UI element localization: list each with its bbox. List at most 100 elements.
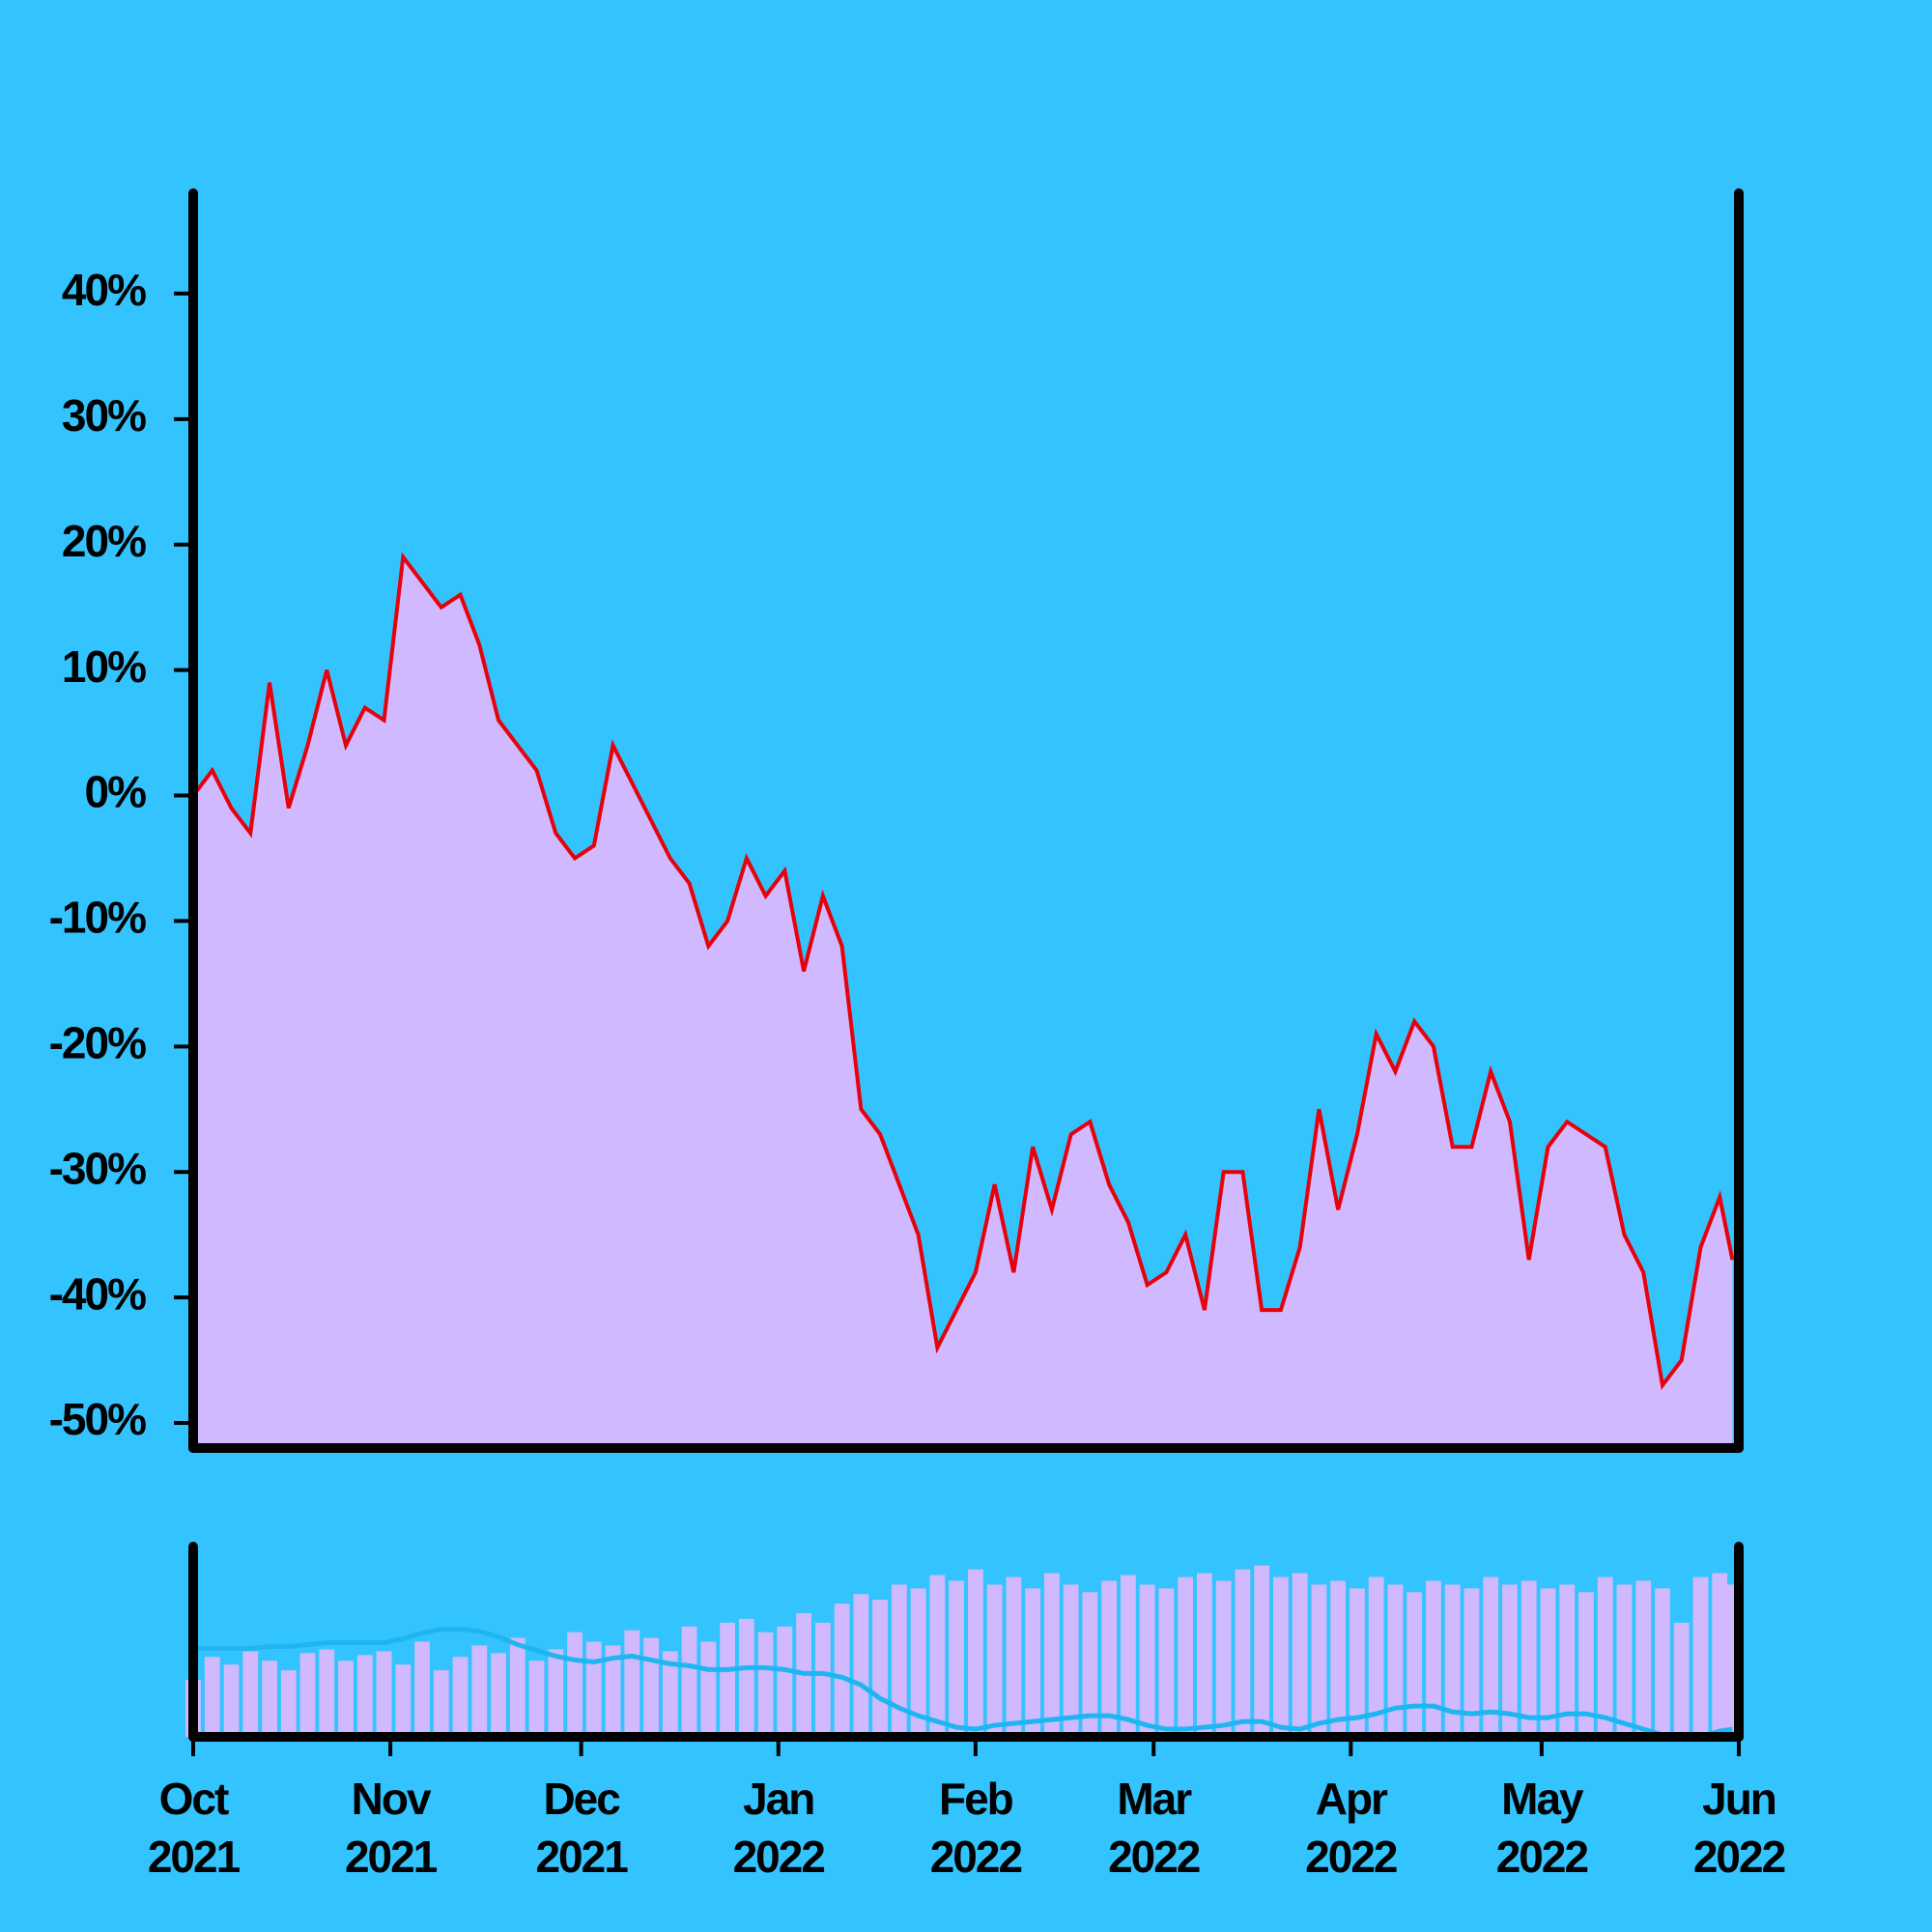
- y-tick-label: 30%: [62, 390, 146, 440]
- x-tick-label: Jun: [1702, 1774, 1776, 1824]
- volume-bar: [1673, 1622, 1690, 1737]
- x-tick-label: 2022: [930, 1832, 1022, 1882]
- moving-average: [193, 1627, 1733, 1737]
- volume-bar: [414, 1641, 430, 1737]
- x-tick-label: Apr: [1316, 1774, 1388, 1824]
- x-tick-label: 2021: [535, 1832, 628, 1882]
- volume-bar: [1139, 1584, 1155, 1737]
- volume-bar: [1463, 1588, 1480, 1737]
- volume-bar: [700, 1641, 717, 1737]
- volume-bar: [1578, 1592, 1594, 1737]
- volume-bar: [853, 1594, 869, 1737]
- volume-bar: [643, 1637, 659, 1737]
- volume-bar: [910, 1588, 926, 1737]
- volume-bar: [376, 1651, 392, 1737]
- volume-bar: [1540, 1588, 1556, 1737]
- volume-bar: [299, 1653, 316, 1737]
- volume-bar: [1311, 1584, 1327, 1737]
- y-tick-label: 0%: [85, 767, 147, 817]
- y-tick-label: -10%: [49, 893, 146, 943]
- y-tick-label: -30%: [49, 1143, 146, 1193]
- x-tick-label: 2022: [1108, 1832, 1200, 1882]
- volume-bar: [395, 1664, 412, 1737]
- volume-bar: [1350, 1588, 1365, 1737]
- volume-bar: [1712, 1573, 1728, 1737]
- x-tick-label: Oct: [159, 1774, 229, 1824]
- volume-bar: [1158, 1588, 1175, 1737]
- x-tick-label: Nov: [352, 1774, 432, 1824]
- volume-bar: [356, 1655, 373, 1737]
- x-tick-label: 2021: [345, 1832, 438, 1882]
- volume-bar: [528, 1661, 545, 1737]
- volume-bar: [1025, 1588, 1041, 1737]
- volume-bar: [949, 1580, 965, 1737]
- volume-bar: [452, 1657, 469, 1737]
- volume-bar: [738, 1618, 754, 1737]
- y-tick-label: -40%: [49, 1268, 146, 1319]
- volume-bar: [1273, 1577, 1289, 1737]
- x-tick-label: May: [1501, 1774, 1584, 1824]
- volume-bar: [1616, 1584, 1633, 1737]
- volume-bar: [1502, 1584, 1518, 1737]
- volume-bar: [1520, 1580, 1537, 1737]
- volume-bar: [1597, 1577, 1613, 1737]
- x-tick-label: Mar: [1117, 1774, 1192, 1824]
- volume-bar: [262, 1661, 277, 1737]
- volume-bar: [491, 1653, 506, 1737]
- volume-bar: [1082, 1592, 1098, 1737]
- volume-bar: [605, 1645, 621, 1737]
- volume-bar: [1444, 1584, 1461, 1737]
- volume-bar: [986, 1584, 1003, 1737]
- volume-bar: [280, 1670, 297, 1737]
- volume-bar: [967, 1569, 983, 1737]
- volume-bar: [777, 1626, 793, 1737]
- volume-bar: [662, 1651, 678, 1737]
- x-tick-label: 2022: [1305, 1832, 1397, 1882]
- volume-bar: [1101, 1580, 1118, 1737]
- volume-bar: [567, 1632, 582, 1737]
- volume-bar: [585, 1641, 602, 1737]
- x-tick-label: 2022: [1496, 1832, 1588, 1882]
- volume-bar: [242, 1651, 259, 1737]
- y-tick-label: -50%: [49, 1394, 146, 1444]
- y-tick-label: -20%: [49, 1017, 146, 1067]
- volume-bar: [548, 1649, 564, 1737]
- line: [191, 552, 1735, 1390]
- x-tick-label: 2022: [1693, 1832, 1785, 1882]
- volume-bar: [1215, 1580, 1232, 1737]
- volume-bar: [1559, 1584, 1576, 1737]
- volume-bar: [1254, 1565, 1270, 1737]
- volume-bar: [891, 1584, 907, 1737]
- volume-bar: [1387, 1584, 1404, 1737]
- x-tick-label: 2021: [148, 1832, 241, 1882]
- volume-bar: [1043, 1573, 1060, 1737]
- volume-bar: [1063, 1584, 1079, 1737]
- volume-bar: [338, 1661, 354, 1737]
- volume-bar: [204, 1657, 220, 1737]
- volume-bar: [1406, 1592, 1423, 1737]
- volume-bar: [720, 1622, 735, 1737]
- volume-bar: [757, 1632, 774, 1737]
- volume-bar: [471, 1645, 488, 1737]
- volume-bar: [681, 1626, 697, 1737]
- volume-bar: [814, 1622, 831, 1737]
- volume-bar: [1197, 1573, 1212, 1737]
- volume-bar: [1368, 1577, 1384, 1737]
- volume-bar: [1292, 1573, 1308, 1737]
- x-tick-label: Jan: [743, 1774, 813, 1824]
- volume-bar: [1235, 1569, 1251, 1737]
- volume-bar: [1635, 1580, 1652, 1737]
- y-tick-label: 20%: [62, 516, 146, 566]
- volume-bar: [1178, 1577, 1194, 1737]
- y-tick-label: 40%: [62, 265, 146, 315]
- volume-bar: [624, 1630, 640, 1737]
- volume-bar: [1692, 1577, 1709, 1737]
- x-tick-label: Feb: [939, 1774, 1013, 1824]
- volume-bar: [1330, 1580, 1347, 1737]
- volume-bar: [872, 1600, 889, 1737]
- volume-bar: [1006, 1577, 1022, 1737]
- volume-bar: [509, 1637, 526, 1737]
- volume-bar: [223, 1664, 240, 1737]
